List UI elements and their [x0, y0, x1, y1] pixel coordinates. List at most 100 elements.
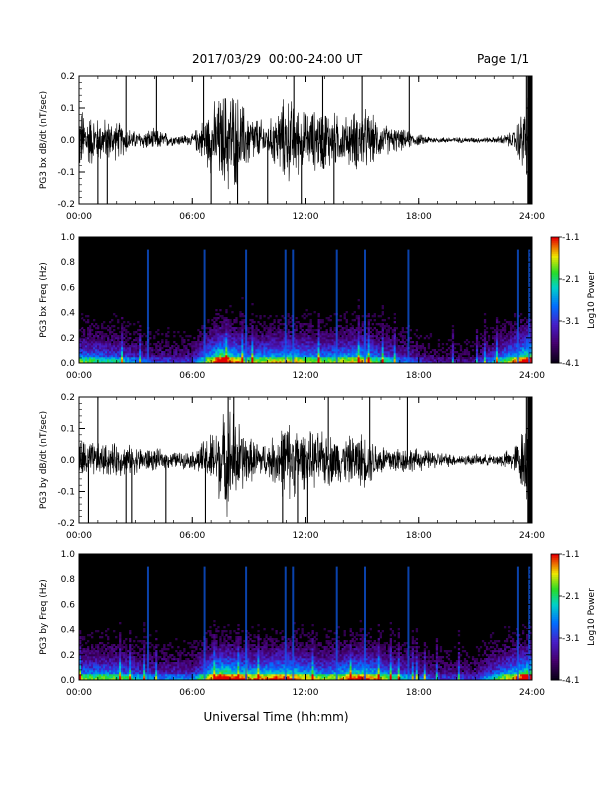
spectrogram-cell	[483, 347, 487, 350]
spectrogram-cell	[181, 351, 184, 354]
spectrogram-cell	[129, 664, 132, 667]
spectrogram-cell	[457, 353, 461, 356]
spectrogram-cell	[187, 349, 190, 352]
x-tick-label: 24:00	[519, 531, 545, 541]
spectrogram-cell	[299, 351, 302, 354]
spectrogram-cell	[267, 353, 270, 356]
spectrogram-cell	[153, 335, 156, 338]
spectrogram-cell	[197, 329, 200, 332]
spectrogram-cell	[295, 345, 298, 348]
spectrogram-cell	[345, 325, 348, 328]
spectrogram-cell	[227, 333, 230, 336]
spectrogram-cell	[463, 349, 467, 352]
spectrogram-cell	[323, 343, 326, 346]
spectrogram-cell	[179, 678, 182, 681]
spectrogram-cell	[419, 335, 423, 338]
spectrogram-cell	[337, 345, 340, 348]
spectrogram-cell	[135, 636, 138, 639]
spectrogram-cell	[107, 676, 110, 679]
spectrogram-cell	[491, 347, 495, 350]
spectrogram-cell	[333, 351, 336, 354]
spectrogram-cell	[243, 349, 246, 352]
spectrogram-cell	[175, 361, 178, 364]
spectrogram-cell	[219, 353, 222, 356]
spectrogram-cell	[321, 339, 324, 342]
spectrogram-cell	[483, 319, 487, 322]
spectrogram-cell	[253, 361, 256, 364]
spectrogram-cell	[141, 353, 144, 356]
spectrogram-cell	[215, 349, 218, 352]
spectrogram-cell	[95, 656, 98, 659]
spectrogram-cell	[165, 654, 168, 657]
spectrogram-cell	[311, 337, 314, 340]
spectrogram-cell	[119, 341, 122, 344]
spectrogram-cell	[99, 670, 102, 673]
spectrogram-cell	[171, 676, 174, 679]
spectrogram-cell	[307, 361, 310, 364]
spectrogram-cell	[95, 650, 98, 653]
spectrogram-cell	[111, 345, 114, 348]
spectrogram-cell	[103, 359, 106, 362]
spectrogram-cell	[229, 319, 232, 322]
spectrogram-cell	[143, 672, 146, 675]
spectrogram-cell	[81, 351, 84, 354]
spectrogram-cell	[165, 357, 168, 360]
y-tick-label: 0.1	[61, 104, 75, 114]
spectrogram-cell	[113, 341, 116, 344]
spectrogram-cell	[321, 319, 324, 322]
spectrogram-cell	[89, 343, 92, 346]
spectrogram-cell	[325, 361, 328, 364]
spectrogram-cell	[161, 351, 164, 354]
spectrogram-cell	[257, 357, 260, 360]
spectrogram-cell	[201, 341, 204, 344]
spectrogram-cell	[189, 660, 192, 663]
spectrogram-cell	[507, 351, 511, 354]
spectrogram-cell	[211, 357, 214, 360]
spectrogram-cell	[357, 315, 360, 318]
spectrogram-cell	[235, 327, 238, 330]
spectrogram-cell	[221, 345, 224, 348]
spectrogram-cell	[139, 347, 142, 350]
spectrogram-cell	[139, 666, 142, 669]
spectrogram-cell	[349, 327, 352, 330]
spectrogram-cell	[405, 327, 409, 330]
spectrogram-cell	[307, 353, 310, 356]
spectrogram-cell	[379, 347, 382, 350]
spectrogram-cell	[181, 353, 184, 356]
spectrogram-cell	[365, 359, 368, 362]
colorbar-step	[551, 253, 559, 257]
spectrogram-cell	[171, 347, 174, 350]
spectrogram-cell	[87, 672, 90, 675]
colorbar-step	[551, 272, 559, 276]
spectrogram-cell	[145, 664, 148, 667]
spectrogram-cell	[149, 666, 152, 669]
colorbar-step	[551, 316, 559, 320]
spectrogram-cell	[415, 335, 419, 338]
spectrogram-cell	[359, 331, 362, 334]
spectrogram-cell	[97, 325, 100, 328]
spectrogram-cell	[105, 650, 108, 653]
spectrogram-cell	[145, 658, 148, 661]
spectrogram-cell	[473, 361, 477, 364]
spectrogram-cell	[221, 337, 224, 340]
spectrogram-cell	[281, 341, 284, 344]
spectrogram-cell	[169, 678, 172, 681]
spectrogram-cell	[317, 313, 320, 316]
spectrogram-cell	[377, 343, 380, 346]
spectrogram-cell	[123, 333, 126, 336]
spectrogram-cell	[261, 353, 264, 356]
spectrogram-cell	[317, 347, 320, 350]
spectrogram-cell	[315, 353, 318, 356]
spectrogram-cell	[349, 353, 352, 356]
spectrogram-cell	[509, 361, 513, 364]
spectrogram-cell	[187, 343, 190, 346]
spectrogram-cell	[241, 341, 244, 344]
spectrogram-cell	[141, 351, 144, 354]
spectrogram-cell	[491, 331, 495, 334]
spectrogram-cell	[127, 664, 130, 667]
spectrogram-cell	[383, 359, 386, 362]
spectrogram-cell	[511, 347, 515, 350]
spectrogram-cell	[135, 668, 138, 671]
spectrogram-cell	[463, 353, 467, 356]
spectrogram-cell	[337, 331, 340, 334]
